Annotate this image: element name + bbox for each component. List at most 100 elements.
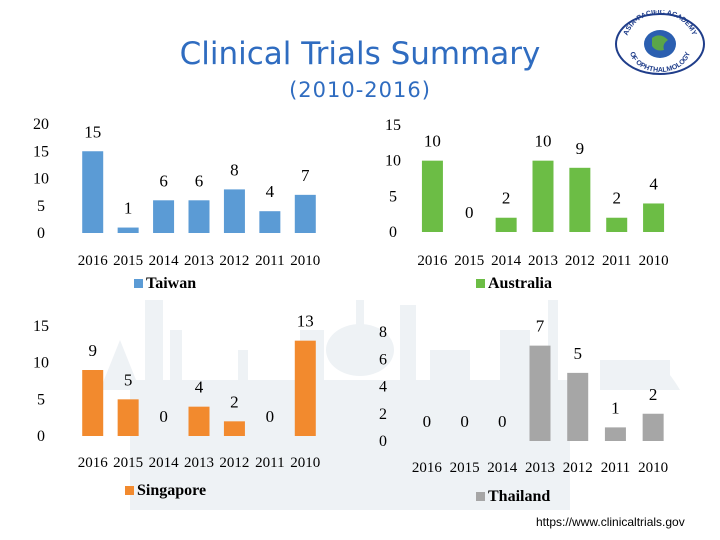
thailand-value-label: 7 (536, 317, 545, 336)
thailand-category-label: 2011 (601, 460, 630, 476)
australia-category-label: 2016 (417, 253, 448, 269)
taiwan-category-label: 2010 (290, 253, 320, 269)
singapore-category-label: 2011 (255, 455, 284, 471)
taiwan-ytick: 20 (33, 116, 49, 133)
singapore-value-label: 0 (266, 407, 275, 426)
australia-ytick: 0 (389, 224, 397, 241)
singapore-legend-swatch (125, 486, 134, 495)
singapore-bar (82, 370, 104, 436)
thailand-ytick: 8 (379, 324, 387, 341)
source-url: https://www.clinicaltrials.gov (536, 515, 685, 529)
taiwan-bar (223, 189, 245, 233)
singapore-ytick: 10 (33, 355, 49, 372)
singapore-legend-label: Singapore (137, 482, 206, 499)
singapore-category-label: 2013 (184, 455, 214, 471)
taiwan-ytick: 0 (37, 225, 45, 242)
australia-bar (569, 167, 591, 232)
australia-ytick: 5 (389, 188, 397, 205)
singapore-value-label: 0 (159, 407, 168, 426)
thailand-value-label: 0 (498, 412, 507, 431)
singapore-value-label: 9 (88, 341, 97, 360)
taiwan-legend-swatch (134, 279, 143, 288)
singapore-bar (117, 399, 139, 436)
australia-category-label: 2011 (602, 253, 631, 269)
australia-ytick: 10 (385, 153, 401, 170)
thailand-ytick: 6 (379, 351, 387, 368)
taiwan-ytick: 5 (37, 198, 45, 215)
taiwan-ytick: 15 (33, 143, 49, 160)
australia-bar (606, 217, 628, 232)
thailand-category-label: 2010 (638, 460, 668, 476)
taiwan-bar (153, 200, 175, 233)
australia-value-label: 4 (649, 174, 658, 193)
singapore-value-label: 13 (297, 312, 314, 331)
australia-category-label: 2013 (528, 253, 558, 269)
taiwan-value-label: 15 (84, 122, 101, 141)
thailand-category-label: 2016 (412, 460, 443, 476)
singapore-bar (188, 406, 210, 436)
thailand-value-label: 2 (649, 385, 658, 404)
australia-value-label: 10 (535, 132, 552, 151)
taiwan-value-label: 7 (301, 166, 310, 185)
australia-value-label: 10 (424, 132, 441, 151)
taiwan-value-label: 1 (124, 199, 133, 218)
taiwan-bar (188, 200, 210, 233)
australia-bar (643, 203, 665, 232)
australia-category-label: 2015 (454, 253, 484, 269)
thailand-legend-swatch (476, 492, 485, 501)
singapore-bar (223, 421, 245, 436)
australia-value-label: 9 (576, 139, 585, 158)
australia-value-label: 2 (612, 189, 621, 208)
taiwan-value-label: 6 (159, 171, 168, 190)
thailand-ytick: 0 (379, 433, 387, 450)
australia-legend-label: Australia (488, 275, 552, 292)
thailand-bar (529, 345, 551, 441)
thailand-value-label: 0 (460, 412, 469, 431)
taiwan-ytick: 10 (33, 171, 49, 188)
thailand-category-label: 2012 (563, 460, 593, 476)
taiwan-bar (259, 211, 281, 233)
thailand-value-label: 5 (573, 344, 582, 363)
taiwan-value-label: 4 (266, 182, 275, 201)
australia-bar (421, 160, 443, 232)
singapore-ytick: 15 (33, 318, 49, 335)
thailand-bar (604, 427, 626, 441)
thailand-ytick: 4 (379, 379, 387, 396)
thailand-bar (642, 413, 664, 441)
taiwan-bar (117, 227, 139, 233)
taiwan-category-label: 2013 (184, 253, 214, 269)
taiwan-category-label: 2012 (219, 253, 249, 269)
thailand-ytick: 2 (379, 406, 387, 423)
taiwan-value-label: 8 (230, 160, 239, 179)
thailand-bar (567, 372, 589, 441)
singapore-category-label: 2015 (113, 455, 143, 471)
singapore-category-label: 2016 (78, 455, 109, 471)
page-subtitle: (2010-2016) (289, 78, 431, 102)
singapore-ytick: 5 (37, 391, 45, 408)
page-title: Clinical Trials Summary (179, 36, 541, 72)
thailand-legend-label: Thailand (488, 488, 550, 505)
australia-legend-swatch (476, 279, 485, 288)
thailand-value-label: 0 (423, 412, 432, 431)
australia-ytick: 15 (385, 117, 401, 134)
singapore-category-label: 2012 (219, 455, 249, 471)
australia-category-label: 2012 (565, 253, 595, 269)
australia-bar (495, 217, 517, 232)
singapore-bar (294, 340, 316, 436)
singapore-category-label: 2014 (149, 455, 180, 471)
australia-value-label: 2 (502, 189, 511, 208)
taiwan-category-label: 2011 (255, 253, 284, 269)
australia-value-label: 0 (465, 203, 474, 222)
singapore-value-label: 4 (195, 378, 204, 397)
taiwan-category-label: 2015 (113, 253, 143, 269)
thailand-category-label: 2014 (487, 460, 518, 476)
thailand-category-label: 2013 (525, 460, 555, 476)
singapore-ytick: 0 (37, 428, 45, 445)
taiwan-category-label: 2014 (149, 253, 180, 269)
thailand-value-label: 1 (611, 398, 620, 417)
taiwan-bar (82, 151, 104, 233)
singapore-value-label: 2 (230, 392, 239, 411)
singapore-value-label: 5 (124, 370, 133, 389)
